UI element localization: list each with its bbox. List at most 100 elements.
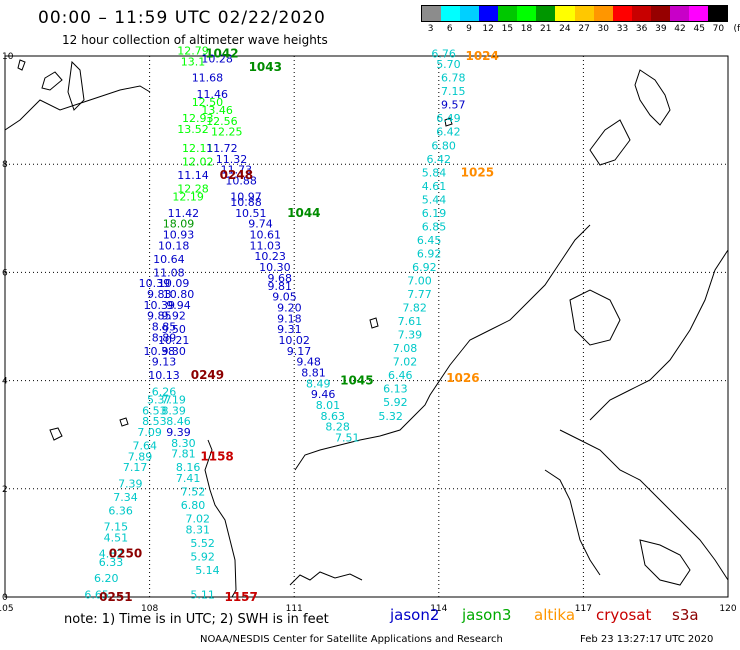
coastline-shape: [444, 117, 453, 127]
wave-height-value: 9.85: [147, 310, 172, 323]
wave-height-value: 7.89: [128, 450, 153, 463]
wave-height-value: 8.85: [152, 321, 177, 334]
coastline-shape: [544, 469, 601, 576]
wave-height-value: 11.32: [216, 153, 248, 166]
scale-swatch: [650, 6, 670, 21]
wave-height-value: 6.20: [94, 572, 119, 585]
wave-height-value: 11.42: [168, 207, 200, 220]
pass-time-label: 1043: [249, 60, 282, 74]
wave-height-value: 12.02: [182, 155, 214, 168]
wave-height-value: 10.93: [163, 229, 195, 242]
wave-height-value: 9.50: [161, 323, 186, 336]
wave-height-value: 12.11: [182, 142, 214, 155]
scale-label: 3: [427, 24, 434, 34]
wave-height-value: 8.30: [171, 437, 196, 450]
scale-label: 15: [501, 24, 514, 34]
coastline-shape: [17, 59, 26, 71]
scale-swatch: [707, 6, 727, 21]
wave-height-value: 6.85: [422, 220, 447, 233]
wave-height-value: 9.13: [152, 356, 177, 369]
wave-height-value: 11.08: [153, 266, 185, 279]
wave-height-value: 5.92: [383, 396, 408, 409]
scale-swatch: [612, 6, 632, 21]
coastline-shape: [294, 349, 463, 471]
wave-height-value: 10.97: [230, 191, 262, 204]
scale-swatch: [517, 6, 537, 21]
wave-height-value: 12.19: [172, 191, 204, 204]
wave-height-value: 7.15: [441, 85, 466, 98]
coastline-shape: [639, 539, 691, 586]
pass-time-label: 1158: [200, 449, 233, 463]
coastline-shape: [49, 427, 63, 441]
wave-height-value: 8.53: [142, 415, 167, 428]
wave-height-value: 7.17: [123, 461, 148, 474]
wave-height-value: 6.92: [417, 247, 442, 260]
wave-height-value: 4.51: [104, 531, 129, 544]
measurement-points: 12.7913.110.2811.6811.4612.5013.4612.931…: [84, 45, 465, 602]
wave-height-value: 9.20: [277, 302, 302, 315]
scale-swatch: [441, 6, 461, 21]
scale-label: 36: [635, 24, 648, 34]
wave-height-value: 13.1: [181, 55, 206, 68]
legend-item-altika: altika: [534, 606, 576, 624]
pass-time-label: 1042: [205, 46, 238, 60]
scale-unit: (ft): [733, 24, 740, 34]
wave-height-value: 6.65: [84, 588, 109, 601]
wave-height-value: 7.39: [118, 477, 143, 490]
footer-timestamp: Feb 23 13:27:17 UTC 2020: [580, 634, 714, 645]
wave-height-value: 7.08: [393, 342, 418, 355]
wave-height-value: 8.39: [161, 404, 186, 417]
scale-swatch: [460, 6, 480, 21]
pass-time-label: 1045: [340, 374, 373, 388]
coastline: [4, 59, 729, 598]
scale-label: 6: [446, 24, 453, 34]
wave-height-value: 9.94: [166, 299, 191, 312]
pass-time-label: 1025: [461, 165, 494, 179]
y-tick-label: 4: [2, 377, 8, 387]
pass-time-label: 1024: [465, 49, 498, 63]
wave-height-value: 11.68: [192, 72, 224, 85]
scale-swatch: [574, 6, 594, 21]
wave-height-value: 5.84: [422, 166, 447, 179]
pass-time-label: 1157: [224, 590, 257, 604]
color-scale-swatches: [421, 5, 728, 22]
map-grid: [5, 56, 728, 597]
wave-height-value: 10.18: [158, 239, 190, 252]
wave-height-value: 9.74: [248, 218, 273, 231]
wave-height-value: 7.52: [181, 486, 206, 499]
wave-height-value: 12.28: [177, 183, 209, 196]
page-subtitle: 12 hour collection of altimeter wave hei…: [62, 33, 328, 47]
wave-height-value: 7.64: [133, 440, 158, 453]
y-tick-label: 2: [2, 485, 8, 495]
wave-height-value: 9.31: [277, 323, 302, 336]
wave-height-value: 6.49: [436, 112, 461, 125]
wave-height-value: 7.19: [161, 394, 186, 407]
wave-height-value: 12.93: [182, 112, 214, 125]
coastline-shape: [589, 249, 729, 421]
y-tick-label: 8: [2, 160, 8, 170]
wave-height-value: 6.19: [422, 207, 447, 220]
scale-swatch: [688, 6, 708, 21]
coastline-shape: [589, 119, 631, 166]
pass-time-label: 0250: [109, 547, 142, 561]
scale-label: 24: [559, 24, 571, 34]
coastline-shape: [67, 60, 85, 111]
legend-item-cryosat: cryosat: [596, 606, 652, 624]
x-tick-label: 108: [141, 604, 158, 614]
wave-height-value: 10.61: [250, 229, 282, 242]
wave-height-value: 6.42: [427, 153, 452, 166]
pass-time-label: 0249: [191, 368, 224, 382]
wave-height-value: 6.36: [108, 504, 133, 517]
wave-height-value: 6.42: [436, 126, 461, 139]
scale-swatch: [498, 6, 518, 21]
pass-time-label: 1026: [446, 371, 479, 385]
legend-item-jason2: jason2: [390, 606, 440, 624]
wave-height-value: 10.28: [201, 53, 233, 66]
scale-label: 12: [482, 24, 494, 34]
scale-label: 45: [693, 24, 705, 34]
y-tick-label: 10: [2, 52, 14, 62]
wave-height-value: 10.39: [143, 299, 175, 312]
legend-item-s3a: s3a: [672, 606, 699, 624]
wave-height-value: 9.57: [441, 99, 466, 112]
